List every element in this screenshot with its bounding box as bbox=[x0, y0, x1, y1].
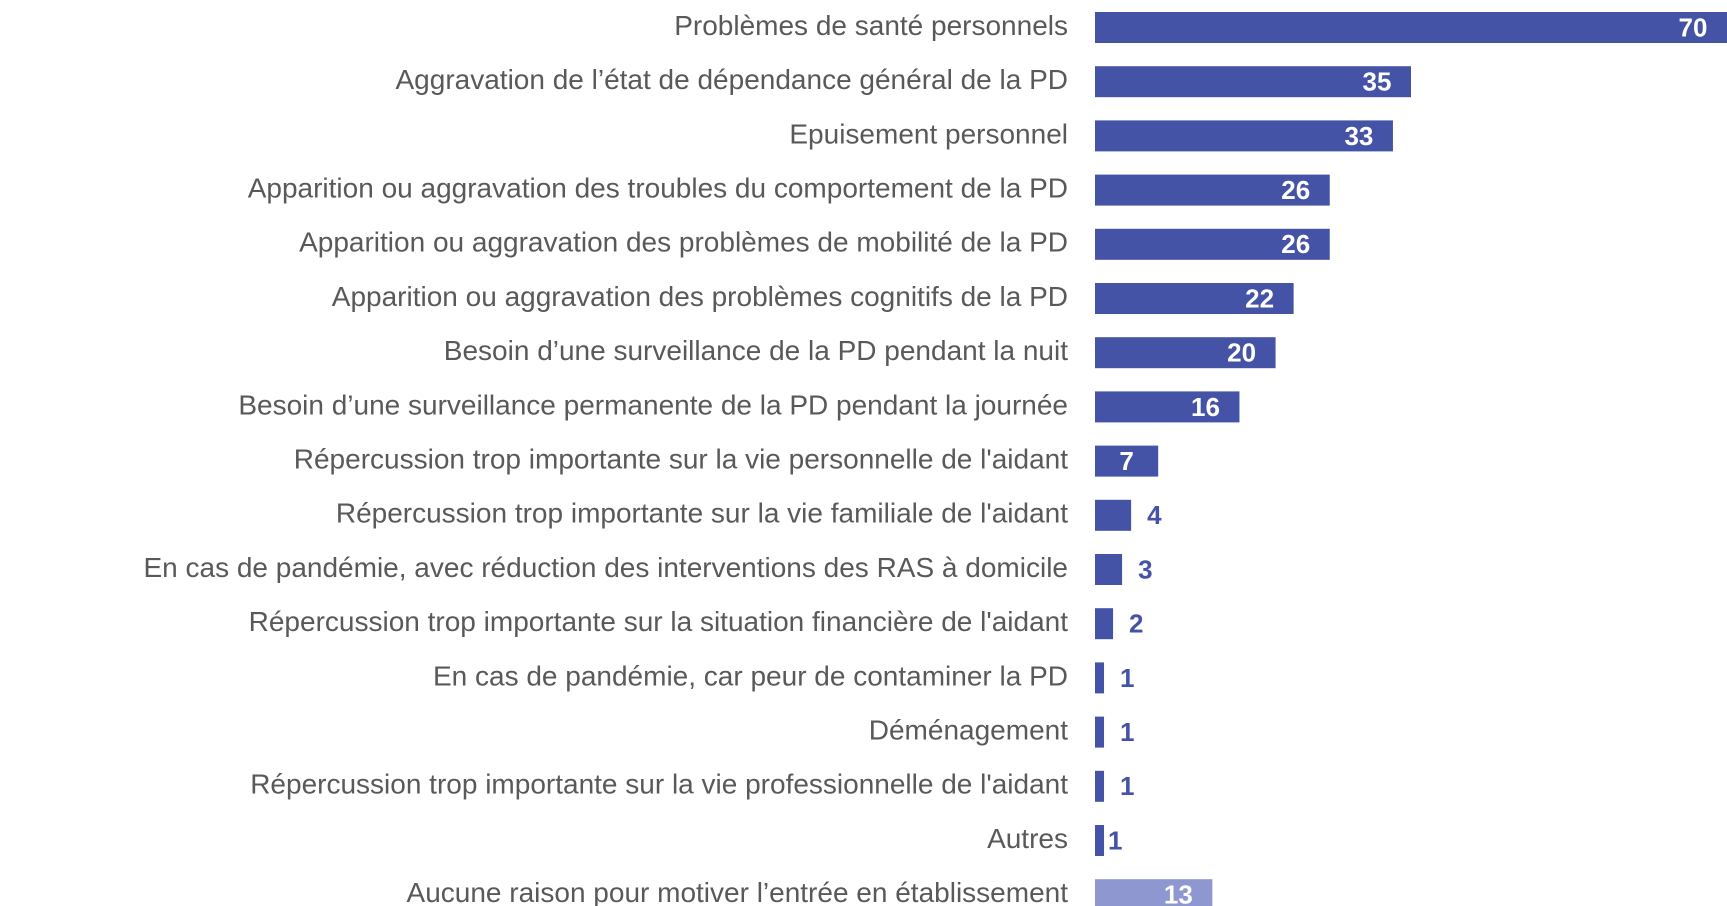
bar bbox=[1095, 825, 1105, 856]
category-label: Apparition ou aggravation des problèmes … bbox=[332, 281, 1068, 312]
bar bbox=[1095, 716, 1105, 748]
category-label: Apparition ou aggravation des problèmes … bbox=[299, 227, 1068, 258]
bar bbox=[1095, 879, 1213, 906]
value-label: 1 bbox=[1120, 663, 1134, 693]
category-label: Epuisement personnel bbox=[789, 118, 1068, 149]
value-label: 22 bbox=[1245, 283, 1274, 313]
bar bbox=[1095, 391, 1240, 423]
category-label: Besoin d’une surveillance permanente de … bbox=[238, 389, 1068, 420]
value-label: 33 bbox=[1344, 121, 1373, 151]
category-label: Aggravation de l’état de dépendance géné… bbox=[396, 64, 1069, 95]
category-label: Répercussion trop importante sur la vie … bbox=[294, 443, 1068, 474]
category-label: Apparition ou aggravation des troubles d… bbox=[248, 172, 1068, 203]
bar bbox=[1095, 608, 1114, 640]
category-label: En cas de pandémie, car peur de contamin… bbox=[433, 660, 1068, 691]
category-label: Répercussion trop importante sur la vie … bbox=[336, 498, 1068, 529]
value-label: 7 bbox=[1119, 446, 1133, 476]
value-label: 4 bbox=[1147, 500, 1162, 530]
category-label: Problèmes de santé personnels bbox=[674, 10, 1068, 41]
bar bbox=[1095, 12, 1727, 43]
bar bbox=[1095, 445, 1159, 477]
bar bbox=[1095, 554, 1123, 585]
value-label: 3 bbox=[1138, 554, 1152, 584]
bar bbox=[1095, 662, 1105, 694]
bar bbox=[1095, 66, 1411, 98]
value-label: 13 bbox=[1164, 880, 1193, 906]
value-label: 70 bbox=[1679, 12, 1708, 42]
value-label: 16 bbox=[1191, 392, 1220, 422]
category-label: Répercussion trop importante sur la vie … bbox=[250, 769, 1068, 800]
category-label: Aucune raison pour motiver l’entrée en é… bbox=[407, 877, 1069, 906]
value-label: 26 bbox=[1281, 175, 1310, 205]
value-label: 20 bbox=[1227, 338, 1256, 368]
category-label: Déménagement bbox=[869, 714, 1068, 745]
bar bbox=[1095, 174, 1330, 206]
bar bbox=[1095, 228, 1330, 260]
category-label: En cas de pandémie, avec réduction des i… bbox=[143, 552, 1068, 583]
category-label: Besoin d’une surveillance de la PD penda… bbox=[444, 335, 1068, 366]
bar bbox=[1095, 120, 1393, 152]
category-label: Autres bbox=[987, 823, 1068, 854]
bar bbox=[1095, 283, 1294, 314]
value-label: 26 bbox=[1281, 229, 1310, 259]
value-label: 1 bbox=[1108, 825, 1122, 855]
bar bbox=[1095, 499, 1132, 531]
value-label: 2 bbox=[1129, 609, 1143, 639]
bar bbox=[1095, 770, 1105, 802]
bar bbox=[1095, 337, 1276, 369]
value-label: 1 bbox=[1120, 771, 1134, 801]
value-label: 1 bbox=[1120, 717, 1134, 747]
value-label: 35 bbox=[1363, 67, 1392, 97]
category-label: Répercussion trop importante sur la situ… bbox=[249, 606, 1069, 637]
